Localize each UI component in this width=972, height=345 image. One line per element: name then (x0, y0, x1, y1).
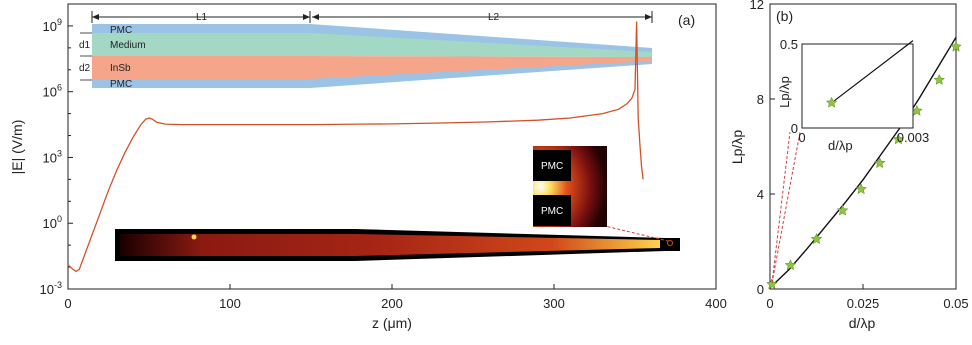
data-marker (765, 278, 778, 290)
panel-a-label: (a) (678, 12, 695, 28)
inset-marker (825, 96, 838, 108)
label-insb: InSb (110, 63, 131, 74)
schematic-medium-layer (92, 33, 652, 57)
fit-curve (769, 36, 957, 289)
label-d1: d1 (79, 40, 91, 51)
inset-x-tick-label: 0.003 (897, 130, 930, 145)
x-tick-label: 0.05 (943, 296, 968, 311)
panel-b-x-ticks: 0 0.025 0.05 (766, 284, 969, 311)
field-map-tip-marker (667, 240, 673, 246)
field-map-core (120, 234, 660, 256)
x-tick-label: 0 (64, 296, 71, 311)
x-tick-label: 0.025 (847, 296, 880, 311)
y-tick-label: 106 (43, 83, 62, 100)
arrow-head (303, 14, 310, 20)
panel-b-y-ticks: 0 4 8 12 (750, 0, 775, 297)
panel-b-y-label: Lp/λp (729, 130, 745, 164)
field-map-source-point (191, 234, 197, 240)
x-tick-label: 200 (381, 296, 403, 311)
x-tick-label: 100 (219, 296, 241, 311)
data-marker (810, 232, 823, 245)
zoom-guide-line-1 (771, 131, 801, 284)
inset-y-tick-label: 0 (791, 121, 798, 136)
label-l2: L2 (488, 12, 500, 23)
zoom-guide-line-2 (771, 131, 791, 284)
data-marker (784, 259, 797, 271)
data-marker (892, 133, 905, 145)
data-marker (873, 156, 886, 169)
tip-zoom-label-bottom: PMC (541, 206, 563, 217)
field-map (115, 221, 680, 261)
tip-zoom-label-top: PMC (541, 161, 563, 172)
y-tick-label: 103 (43, 148, 62, 165)
zoom-guide-line (587, 221, 669, 242)
y-tick-label: 100 (43, 214, 62, 231)
x-tick-label: 0 (766, 296, 773, 311)
field-amplitude-line (67, 21, 644, 273)
data-markers (765, 40, 962, 290)
x-tick-label: 400 (705, 296, 727, 311)
label-pmc-top: PMC (110, 25, 132, 36)
tip-zoom-pmc-bottom (533, 195, 571, 226)
data-marker (933, 73, 946, 85)
schematic-insb-layer (92, 56, 652, 81)
panel-a-y-ticks: 109 106 103 100 10-3 (40, 17, 73, 297)
y-tick-label: 109 (43, 17, 62, 34)
label-medium: Medium (110, 40, 146, 51)
label-pmc-bottom: PMC (110, 79, 132, 90)
inset-frame (801, 43, 914, 129)
panel-b-label: (b) (776, 8, 793, 24)
data-marker (836, 204, 849, 216)
label-d2: d2 (79, 63, 91, 74)
schematic-pmc-bottom (92, 61, 652, 88)
panel-b-x-label: d/λp (849, 315, 876, 331)
panel-a-x-label: z (μm) (372, 315, 412, 331)
inset-line (831, 40, 914, 104)
panel-a: 0 100 200 300 400 109 106 103 100 10-3 z (μm) |E… (9, 3, 727, 331)
panel-a-y-label: |E| (V/m) (9, 120, 25, 175)
waveguide-schematic: L1 L2 d1 d2 PMC Medium InSb PMC (79, 11, 653, 90)
y-tick-label: 4 (757, 187, 764, 202)
data-marker (950, 40, 962, 52)
y-tick-label: 0 (757, 282, 764, 297)
panel-b-inset: 0 0.003 0 0.5 d/λp Lp/λp (777, 37, 929, 153)
tip-zoom-inset: PMC PMC (533, 146, 607, 227)
arrow-head (645, 14, 652, 20)
inset-y-tick-label: 0.5 (780, 37, 798, 52)
inset-ticks: 0 0.003 0 0.5 (780, 37, 929, 145)
arrow-head (92, 14, 99, 20)
inset-x-tick-label: 0 (798, 130, 805, 145)
tip-zoom-pmc-top (533, 150, 571, 181)
x-tick-label: 300 (543, 296, 565, 311)
inset-y-label: Lp/λp (777, 76, 792, 108)
data-marker (855, 183, 868, 195)
inset-data-marker (825, 96, 838, 108)
panel-a-x-ticks: 0 100 200 300 400 (64, 284, 727, 311)
y-tick-label: 8 (757, 92, 764, 107)
label-l1: L1 (196, 12, 208, 23)
y-tick-label: 10-3 (40, 280, 62, 297)
inset-x-label: d/λp (828, 138, 853, 153)
y-tick-label: 12 (750, 0, 764, 12)
